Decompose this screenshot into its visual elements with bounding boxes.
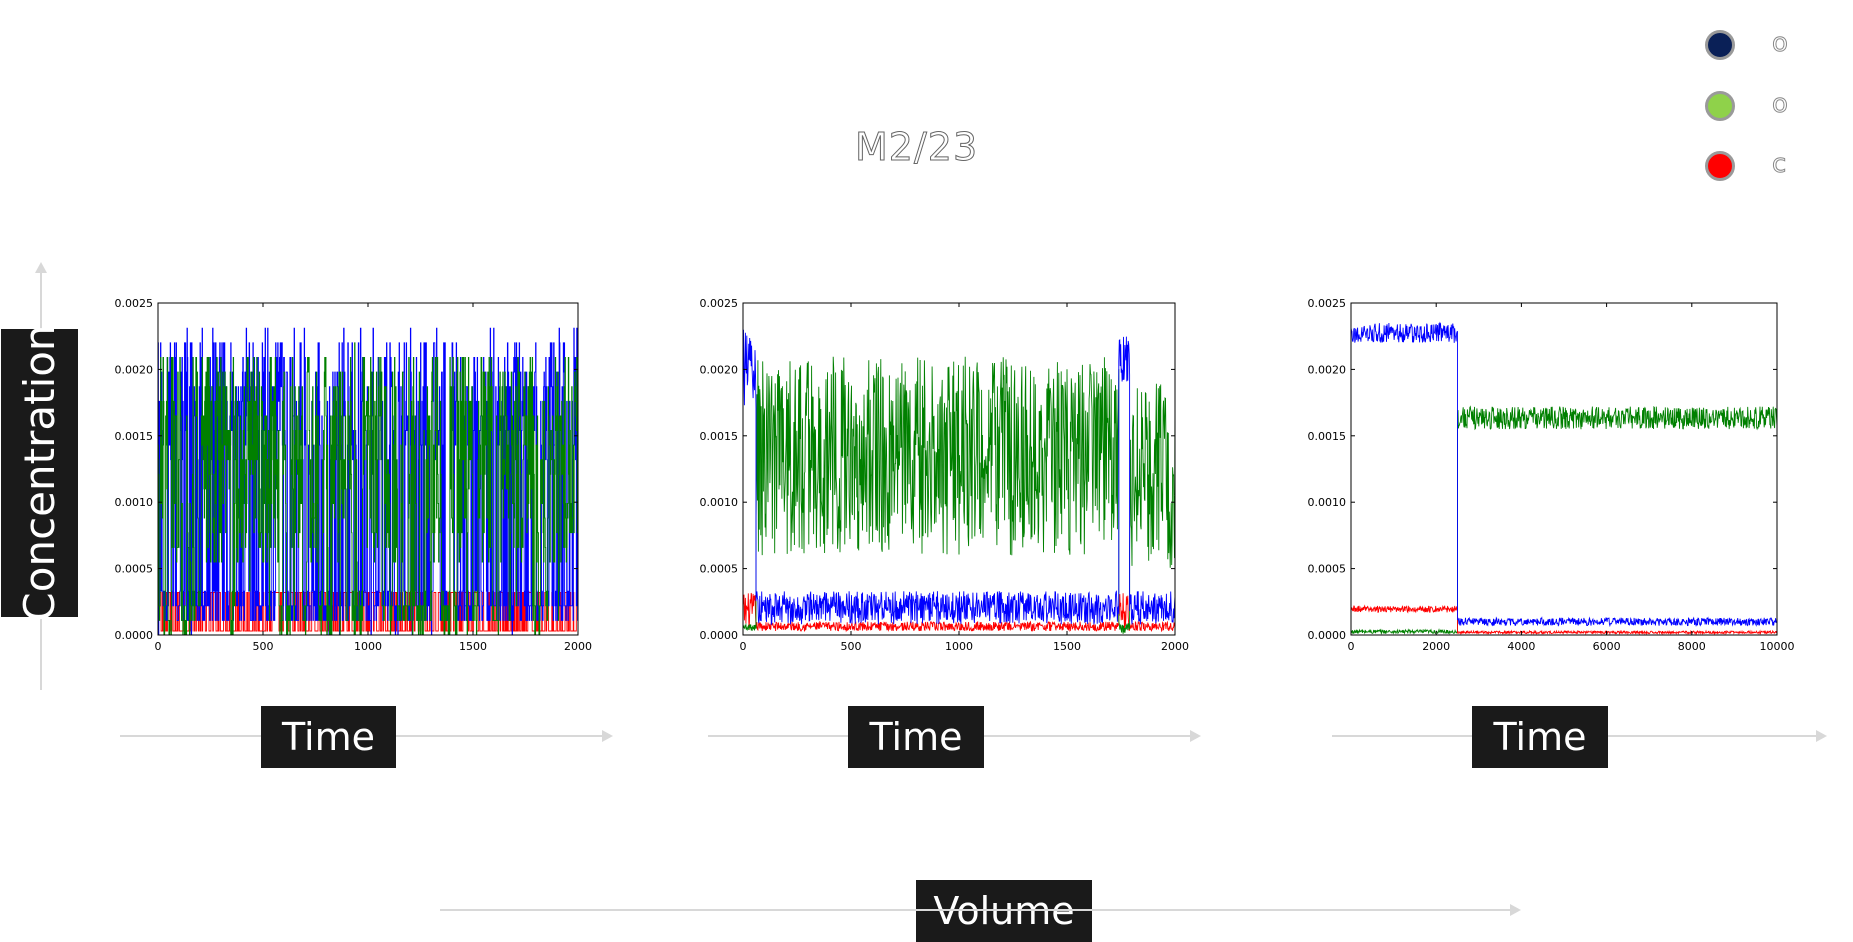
volume-label-box: Volume [916,880,1092,942]
x-axis-label-2: Time [869,715,963,759]
chart-3: 0.0000 0.0005 0.0010 0.0015 0.0020 0.0025 0 200… [1308,297,1795,653]
legend-label: o [1772,89,1789,120]
y-tick-label: 0.0010 [1308,496,1347,509]
plot-frame [1350,302,1778,636]
x-tick-label: 6000 [1593,640,1621,653]
x-tick-label: 2000 [564,640,592,653]
y-tick-label: 0.0015 [115,430,154,443]
series-line-3 [1351,321,1777,628]
volume-arrowhead [1510,904,1521,916]
x-tick-label: 1000 [354,640,382,653]
legend-swatch [1705,91,1735,121]
y-axis-label: Concentration [14,324,64,622]
y-axis-label-box: Concentration [1,324,78,622]
y-tick-label: 0.0025 [115,297,154,310]
time-label-box-1: Time [261,706,396,768]
series-line-2 [743,356,1175,634]
chart-1: 0.0000 0.0005 0.0010 0.0015 0.0020 0.0025 0 500… [115,297,593,653]
y-tick-label: 0.0020 [700,363,739,376]
series-line-1 [158,592,578,632]
x-axis-label-3: Time [1493,715,1587,759]
x-tick-label: 500 [253,640,274,653]
y-axis-arrowhead [35,262,47,273]
plot-area [743,329,1175,634]
x-tick-label: 500 [841,640,862,653]
figure-title: M2/23 [854,125,979,170]
y-tick-label: 0.0010 [115,496,154,509]
time-label-box-3: Time [1472,706,1608,768]
y-tick-label: 0.0010 [700,496,739,509]
x-tick-label: 1000 [945,640,973,653]
legend-item-2: o [1705,89,1825,131]
y-tick-label: 0.0005 [700,563,739,576]
x-tick-label: 4000 [1507,640,1535,653]
y-tick-label: 0.0005 [115,563,154,576]
x-tick-label: 2000 [1161,640,1189,653]
x-tick-label: 0 [155,640,162,653]
legend-item-3: c [1705,149,1825,191]
series-line-3 [743,329,1175,625]
series-line-2 [1351,604,1777,635]
bottom-axis-label: Volume [933,889,1075,933]
x-tick-label: 0 [740,640,747,653]
time-arrowhead-2 [1190,730,1201,742]
y-tick-label: 0.0015 [1308,430,1347,443]
x-tick-label: 8000 [1678,640,1706,653]
y-tick-label: 0.0025 [1308,297,1347,310]
series-line-1 [743,592,1175,633]
x-tick-label: 1500 [459,640,487,653]
y-tick-label: 0.0015 [700,430,739,443]
y-tick-label: 0.0000 [115,629,154,642]
y-tick-label: 0.0025 [700,297,739,310]
legend-swatch [1705,30,1735,60]
y-tick-label: 0.0000 [1308,629,1347,642]
chart-2: 0.0000 0.0005 0.0010 0.0015 0.0020 0.0025 0 500… [700,297,1190,653]
plot-area [1351,321,1777,635]
legend-label: c [1771,149,1787,180]
legend-item-1: o [1705,28,1825,70]
time-arrowhead-1 [602,730,613,742]
y-tick-label: 0.0020 [115,363,154,376]
y-tick-label: 0.0000 [700,629,739,642]
y-tick-label: 0.0005 [1308,563,1347,576]
y-tick-label: 0.0020 [1308,363,1347,376]
x-tick-label: 1500 [1053,640,1081,653]
volume-arrow [440,909,1512,911]
legend-label: o [1772,28,1789,59]
legend-swatch [1705,151,1735,181]
x-tick-label: 0 [1348,640,1355,653]
plot-area [158,327,578,635]
time-arrowhead-3 [1816,730,1827,742]
series-line-1 [1351,405,1777,635]
x-tick-label: 10000 [1760,640,1795,653]
x-axis-label-1: Time [282,715,375,759]
series-line-3 [158,342,578,635]
time-label-box-2: Time [848,706,984,768]
x-tick-label: 2000 [1422,640,1450,653]
